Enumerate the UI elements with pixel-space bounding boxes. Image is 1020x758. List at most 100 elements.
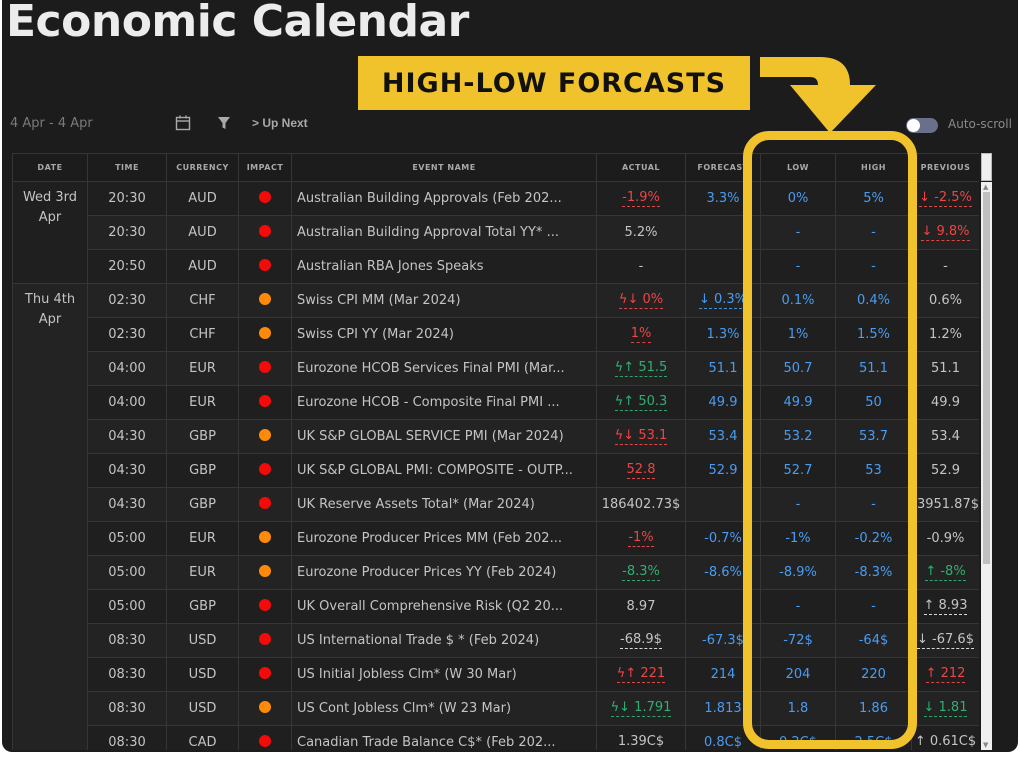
col-actual[interactable]: ACTUAL xyxy=(596,153,686,182)
event-name-cell[interactable]: Eurozone Producer Prices MM (Feb 202... xyxy=(291,521,597,556)
currency-cell: EUR xyxy=(166,385,239,420)
forecast-cell xyxy=(685,249,761,284)
low-cell: 52.7 xyxy=(760,453,836,488)
event-name-cell[interactable]: Australian Building Approval Total YY* .… xyxy=(291,215,597,250)
col-low[interactable]: LOW xyxy=(760,153,836,182)
col-date[interactable]: DATE xyxy=(12,153,88,182)
event-name-cell[interactable]: Swiss CPI YY (Mar 2024) xyxy=(291,317,597,352)
col-event-name[interactable]: EVENT NAME xyxy=(291,153,597,182)
currency-cell: GBP xyxy=(166,419,239,454)
currency-cell: CHF xyxy=(166,283,239,318)
event-name-cell[interactable]: Australian RBA Jones Speaks xyxy=(291,249,597,284)
forecast-cell xyxy=(685,487,761,522)
actual-cell: ϟ↓ 1.791 xyxy=(596,691,686,726)
low-cell: 0% xyxy=(760,181,836,216)
table-row[interactable]: 05:00 EUR Eurozone Producer Prices MM (F… xyxy=(13,521,979,556)
impact-cell xyxy=(238,589,292,624)
table-row[interactable]: 05:00 GBP UK Overall Comprehensive Risk … xyxy=(13,589,979,624)
forecast-value: 3.3% xyxy=(706,190,740,206)
actual-cell: -1.9% xyxy=(596,181,686,216)
table-row[interactable]: 04:30 GBP UK S&P GLOBAL PMI: COMPOSITE -… xyxy=(13,453,979,488)
table-row[interactable]: 05:00 EUR Eurozone Producer Prices YY (F… xyxy=(13,555,979,590)
impact-cell xyxy=(238,725,292,750)
forecast-cell: 52.9 xyxy=(685,453,761,488)
table-row[interactable]: 04:00 EUR Eurozone HCOB - Composite Fina… xyxy=(13,385,979,420)
actual-cell: 186402.73$ xyxy=(596,487,686,522)
previous-cell: 1.2% xyxy=(911,317,979,352)
event-name-cell[interactable]: US Cont Jobless Clm* (W 23 Mar) xyxy=(291,691,597,726)
impact-cell xyxy=(238,453,292,488)
high-value: -64$ xyxy=(858,633,889,648)
col-high[interactable]: HIGH xyxy=(835,153,912,182)
event-name-cell[interactable]: Eurozone HCOB - Composite Final PMI ... xyxy=(291,385,597,420)
impact-high-icon xyxy=(259,360,271,373)
col-currency[interactable]: CURRENCY xyxy=(166,153,239,182)
actual-cell: 52.8 xyxy=(596,453,686,488)
high-value: - xyxy=(871,599,876,614)
header-scrollbar[interactable] xyxy=(981,153,992,181)
auto-scroll-toggle[interactable] xyxy=(906,118,938,133)
event-name-cell[interactable]: Australian Building Approvals (Feb 202..… xyxy=(291,181,597,216)
low-cell: 53.2 xyxy=(760,419,836,454)
table-row[interactable]: 08:30 CAD Canadian Trade Balance C$* (Fe… xyxy=(13,725,979,750)
event-name-cell[interactable]: Canadian Trade Balance C$* (Feb 202... xyxy=(291,725,597,750)
table-row[interactable]: 02:30 CHF Swiss CPI YY (Mar 2024) 1% 1.3… xyxy=(13,317,979,352)
date-range[interactable]: 4 Apr - 4 Apr xyxy=(10,116,93,131)
previous-cell: 51.1 xyxy=(911,351,979,386)
scrollbar-thumb[interactable] xyxy=(983,192,990,564)
calendar-icon[interactable] xyxy=(174,114,192,132)
filter-icon[interactable] xyxy=(215,114,233,132)
previous-value: ↑ -8% xyxy=(925,564,966,581)
high-value: -0.2% xyxy=(854,531,893,546)
scroll-down-arrow-icon[interactable]: ▼ xyxy=(983,741,989,749)
high-cell: 51.1 xyxy=(835,351,912,386)
low-value: 49.9 xyxy=(783,395,813,410)
event-name-cell[interactable]: Eurozone HCOB Services Final PMI (Mar... xyxy=(291,351,597,386)
currency-cell: EUR xyxy=(166,555,239,590)
scroll-up-arrow-icon[interactable]: ▲ xyxy=(983,183,989,191)
event-name-cell[interactable]: UK Reserve Assets Total* (Mar 2024) xyxy=(291,487,597,522)
table-row[interactable]: 08:30 USD US Cont Jobless Clm* (W 23 Mar… xyxy=(13,691,979,726)
high-cell: 53 xyxy=(835,453,912,488)
table-row[interactable]: 04:30 GBP UK S&P GLOBAL SERVICE PMI (Mar… xyxy=(13,419,979,454)
impact-cell xyxy=(238,487,292,522)
col-impact[interactable]: IMPACT xyxy=(238,153,292,182)
impact-medium-icon xyxy=(259,428,271,441)
high-cell: 53.7 xyxy=(835,419,912,454)
event-name-cell[interactable]: UK Overall Comprehensive Risk (Q2 20... xyxy=(291,589,597,624)
event-name-cell[interactable]: Eurozone Producer Prices YY (Feb 2024) xyxy=(291,555,597,590)
event-name-cell[interactable]: US International Trade $ * (Feb 2024) xyxy=(291,623,597,658)
low-value: 53.2 xyxy=(783,429,813,444)
event-name-cell[interactable]: US Initial Jobless Clm* (W 30 Mar) xyxy=(291,657,597,692)
low-value: 1.8 xyxy=(787,701,809,716)
low-value: - xyxy=(795,497,801,512)
col-time[interactable]: TIME xyxy=(87,153,167,182)
time-cell: 08:30 xyxy=(87,725,167,750)
time-cell: 05:00 xyxy=(87,555,167,590)
col-previous[interactable]: PREVIOUS xyxy=(911,153,979,182)
table-row[interactable]: 04:00 EUR Eurozone HCOB Services Final P… xyxy=(13,351,979,386)
high-value: - xyxy=(871,259,876,274)
table-row[interactable]: 04:30 GBP UK Reserve Assets Total* (Mar … xyxy=(13,487,979,522)
actual-cell: ϟ↑ 51.5 xyxy=(596,351,686,386)
low-value: 50.7 xyxy=(783,361,813,376)
previous-cell: ↓ -2.5% xyxy=(911,181,979,216)
event-name-cell[interactable]: UK S&P GLOBAL SERVICE PMI (Mar 2024) xyxy=(291,419,597,454)
up-next-button[interactable]: > Up Next xyxy=(252,116,308,130)
time-cell: 04:30 xyxy=(87,419,167,454)
impact-cell xyxy=(238,181,292,216)
event-name-cell[interactable]: UK S&P GLOBAL PMI: COMPOSITE - OUTP... xyxy=(291,453,597,488)
impact-cell xyxy=(238,283,292,318)
table-row[interactable]: 20:50 AUD Australian RBA Jones Speaks - … xyxy=(13,249,979,284)
event-name-cell[interactable]: Swiss CPI MM (Mar 2024) xyxy=(291,283,597,318)
col-forecast[interactable]: FORECAST xyxy=(685,153,761,182)
table-row[interactable]: Wed 3rd Apr 20:30 AUD Australian Building… xyxy=(12,181,979,284)
table-row[interactable]: 20:30 AUD Australian Building Approval T… xyxy=(13,215,979,250)
actual-value: 5.2% xyxy=(624,224,658,240)
high-value: -8.3% xyxy=(854,565,893,580)
table-row[interactable]: 08:30 USD US International Trade $ * (Fe… xyxy=(13,623,979,658)
forecast-value: 52.9 xyxy=(708,462,738,478)
forecast-value: -8.6% xyxy=(704,564,742,580)
table-row[interactable]: 08:30 USD US Initial Jobless Clm* (W 30 … xyxy=(13,657,979,692)
table-row[interactable]: Thu 4th Apr 02:30 CHF Swiss CPI MM (Mar 2… xyxy=(12,283,979,750)
